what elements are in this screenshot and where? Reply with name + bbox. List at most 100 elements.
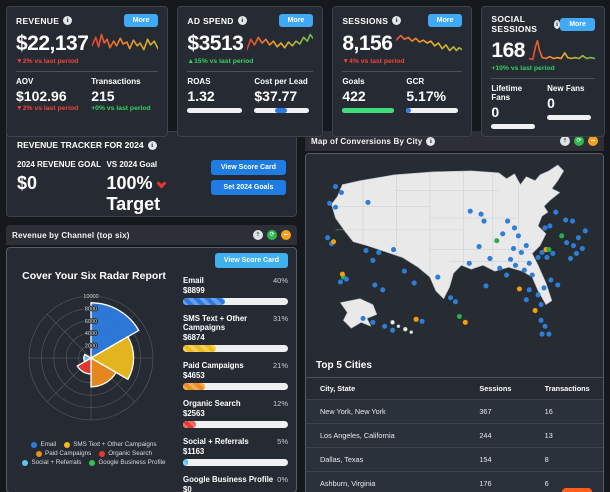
city-conversion-dot[interactable] — [390, 246, 397, 253]
city-conversion-dot[interactable] — [546, 331, 552, 337]
more-button[interactable]: More — [123, 14, 159, 27]
info-icon[interactable]: i — [392, 16, 402, 25]
city-conversion-dot[interactable] — [567, 255, 574, 261]
more-button[interactable]: More — [560, 17, 595, 31]
legend-item-sms-text-other-campaigns[interactable]: SMS Text + Other Campaigns — [64, 441, 157, 448]
legend-item-paid-campaigns[interactable]: Paid Campaigns — [36, 450, 91, 457]
city-conversion-dot[interactable] — [521, 267, 527, 273]
city-conversion-dot[interactable] — [411, 280, 417, 286]
city-conversion-dot[interactable] — [542, 225, 548, 231]
city-conversion-dot[interactable] — [507, 256, 514, 262]
city-conversion-dot[interactable] — [539, 331, 545, 337]
city-conversion-dot[interactable] — [570, 243, 577, 249]
city-conversion-dot[interactable] — [523, 297, 529, 303]
city-conversion-dot[interactable] — [547, 223, 553, 229]
city-conversion-dot[interactable] — [401, 268, 407, 274]
city-conversion-dot[interactable] — [504, 272, 510, 278]
city-conversion-dot[interactable] — [539, 249, 545, 256]
city-conversion-dot[interactable] — [500, 231, 506, 237]
city-conversion-dot[interactable] — [529, 272, 535, 278]
city-conversion-dot[interactable] — [546, 246, 552, 253]
city-conversion-dot[interactable] — [569, 218, 576, 224]
city-conversion-dot[interactable] — [481, 218, 487, 224]
city-conversion-dot[interactable] — [483, 283, 489, 289]
city-conversion-dot[interactable] — [327, 200, 333, 206]
table-row[interactable]: New York, New York 367 16 — [306, 399, 603, 424]
city-conversion-dot[interactable] — [389, 327, 396, 333]
city-conversion-dot[interactable] — [413, 316, 419, 322]
city-conversion-dot[interactable] — [478, 211, 484, 217]
info-icon[interactable]: i — [553, 19, 561, 29]
city-conversion-dot[interactable] — [526, 287, 532, 293]
city-conversion-dot[interactable] — [505, 218, 511, 224]
table-row[interactable]: Ashburn, Virginia 176 6 — [306, 471, 603, 492]
city-conversion-dot[interactable] — [532, 307, 538, 314]
city-conversion-dot[interactable] — [337, 279, 343, 285]
info-icon[interactable]: i — [63, 16, 73, 25]
city-conversion-dot[interactable] — [555, 282, 561, 288]
city-conversion-dot[interactable] — [559, 233, 565, 239]
view-score-card-button[interactable]: View Score Card — [210, 160, 286, 175]
city-conversion-dot[interactable] — [448, 295, 454, 301]
city-conversion-dot[interactable] — [456, 313, 462, 319]
city-conversion-dot[interactable] — [380, 287, 386, 293]
city-conversion-dot[interactable] — [542, 323, 548, 329]
set-2024-goals-button[interactable]: Set 2024 Goals — [210, 180, 286, 195]
city-conversion-dot[interactable] — [466, 260, 472, 266]
city-conversion-dot[interactable] — [553, 209, 559, 215]
city-conversion-dot[interactable] — [452, 299, 459, 305]
city-conversion-dot[interactable] — [360, 315, 366, 321]
city-conversion-dot[interactable] — [564, 240, 570, 246]
refresh-icon[interactable]: ⟳ — [267, 230, 277, 240]
city-conversion-dot[interactable] — [523, 243, 529, 249]
city-conversion-dot[interactable] — [548, 277, 554, 283]
collapse-icon[interactable]: − — [281, 230, 291, 240]
drag-handle-icon[interactable]: ⠿ — [253, 230, 263, 240]
city-conversion-dot[interactable] — [462, 319, 468, 325]
info-icon[interactable]: i — [237, 16, 247, 25]
city-conversion-dot[interactable] — [372, 282, 378, 288]
city-conversion-dot[interactable] — [535, 254, 541, 260]
channel-panel-header[interactable]: Revenue by Channel (top six) ⠿ ⟳ − — [6, 225, 297, 245]
city-conversion-dot[interactable] — [332, 204, 339, 210]
city-conversion-dot[interactable] — [516, 286, 522, 292]
us-conversions-map[interactable] — [306, 154, 603, 350]
refresh-icon[interactable]: ⟳ — [574, 136, 584, 146]
info-icon[interactable]: i — [147, 140, 157, 150]
city-conversion-dot[interactable] — [579, 246, 585, 252]
city-conversion-dot[interactable] — [365, 199, 371, 205]
city-conversion-dot[interactable] — [511, 225, 518, 231]
city-conversion-dot[interactable] — [512, 262, 519, 268]
city-conversion-dot[interactable] — [343, 276, 349, 282]
table-row[interactable]: Los Angeles, California 244 13 — [306, 423, 603, 448]
city-conversion-dot[interactable] — [376, 249, 382, 256]
legend-item-email[interactable]: Email — [31, 441, 56, 448]
city-conversion-dot[interactable] — [476, 244, 482, 250]
city-conversion-dot[interactable] — [467, 208, 473, 214]
city-conversion-dot[interactable] — [538, 317, 544, 323]
city-conversion-dot[interactable] — [497, 265, 503, 271]
legend-item-social-referrals[interactable]: Social + Referrals — [22, 459, 81, 466]
city-conversion-dot[interactable] — [573, 250, 580, 257]
city-conversion-dot[interactable] — [544, 254, 550, 260]
city-conversion-dot[interactable] — [518, 249, 524, 256]
city-conversion-dot[interactable] — [325, 235, 331, 241]
city-conversion-dot[interactable] — [510, 246, 517, 252]
info-icon[interactable]: i — [426, 136, 436, 146]
city-conversion-dot[interactable] — [330, 239, 337, 245]
city-conversion-dot[interactable] — [370, 257, 376, 263]
city-conversion-dot[interactable] — [338, 189, 344, 196]
legend-item-organic-search[interactable]: Organic Search — [99, 450, 152, 457]
city-conversion-dot[interactable] — [550, 250, 556, 257]
city-conversion-dot[interactable] — [339, 271, 345, 277]
city-conversion-dot[interactable] — [575, 235, 581, 241]
city-conversion-dot[interactable] — [582, 228, 588, 234]
drag-handle-icon[interactable]: ⠿ — [560, 136, 570, 146]
city-conversion-dot[interactable] — [370, 319, 376, 325]
chat-widget-button[interactable] — [562, 488, 592, 492]
collapse-icon[interactable]: − — [588, 136, 598, 146]
city-conversion-dot[interactable] — [526, 260, 532, 266]
legend-item-google-business-profile[interactable]: Google Business Profile — [89, 459, 166, 466]
more-button[interactable]: More — [427, 14, 463, 27]
city-conversion-dot[interactable] — [538, 302, 544, 308]
